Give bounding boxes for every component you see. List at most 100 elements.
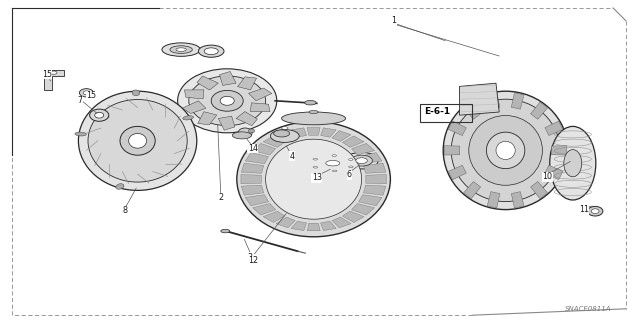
Ellipse shape [351, 155, 372, 166]
Polygon shape [241, 174, 261, 184]
Polygon shape [545, 121, 563, 136]
Polygon shape [291, 221, 307, 231]
Ellipse shape [88, 100, 188, 182]
Polygon shape [351, 204, 374, 215]
Ellipse shape [356, 158, 367, 164]
Polygon shape [321, 221, 336, 231]
Ellipse shape [282, 127, 288, 129]
Ellipse shape [183, 116, 193, 120]
Ellipse shape [132, 90, 140, 96]
Ellipse shape [204, 48, 218, 54]
Polygon shape [487, 93, 500, 109]
Polygon shape [552, 146, 567, 155]
Polygon shape [358, 195, 382, 206]
Ellipse shape [78, 91, 197, 190]
Text: 15: 15 [42, 70, 52, 79]
Polygon shape [253, 204, 276, 215]
Polygon shape [245, 195, 269, 206]
Ellipse shape [349, 166, 353, 168]
Ellipse shape [282, 112, 346, 125]
Ellipse shape [248, 129, 255, 133]
Polygon shape [358, 153, 382, 164]
Ellipse shape [116, 184, 124, 189]
Polygon shape [245, 153, 269, 164]
Polygon shape [241, 163, 264, 173]
Polygon shape [444, 146, 460, 155]
Polygon shape [342, 136, 364, 147]
Ellipse shape [305, 100, 316, 105]
Text: 11: 11 [579, 205, 589, 214]
Ellipse shape [162, 43, 200, 56]
Polygon shape [463, 102, 481, 119]
Ellipse shape [178, 69, 277, 133]
Polygon shape [342, 211, 364, 222]
Ellipse shape [307, 154, 358, 173]
Polygon shape [218, 116, 235, 130]
Polygon shape [276, 217, 295, 228]
Ellipse shape [266, 139, 362, 219]
Text: 7: 7 [77, 96, 83, 105]
Text: 6: 6 [347, 170, 352, 179]
Polygon shape [364, 185, 386, 195]
Ellipse shape [326, 160, 340, 166]
Ellipse shape [90, 109, 109, 121]
Polygon shape [448, 165, 467, 180]
Ellipse shape [309, 110, 318, 114]
Ellipse shape [444, 91, 568, 210]
Polygon shape [197, 76, 218, 90]
Polygon shape [511, 192, 524, 208]
Text: SNACE0811A: SNACE0811A [564, 306, 611, 312]
Ellipse shape [198, 45, 224, 57]
Ellipse shape [238, 128, 252, 138]
Polygon shape [448, 121, 467, 136]
Polygon shape [531, 181, 548, 199]
Ellipse shape [468, 116, 543, 185]
Ellipse shape [332, 170, 337, 172]
Ellipse shape [332, 155, 337, 156]
Ellipse shape [83, 91, 90, 95]
Ellipse shape [591, 209, 599, 214]
Ellipse shape [313, 158, 317, 160]
Polygon shape [291, 128, 307, 137]
Polygon shape [487, 192, 500, 208]
Polygon shape [241, 185, 264, 195]
Ellipse shape [211, 90, 243, 111]
Polygon shape [198, 112, 217, 125]
Ellipse shape [317, 157, 349, 169]
Ellipse shape [176, 48, 186, 51]
Ellipse shape [313, 166, 317, 168]
Polygon shape [220, 71, 236, 85]
Text: 12: 12 [248, 256, 258, 265]
Ellipse shape [564, 149, 582, 177]
Ellipse shape [271, 130, 300, 142]
Ellipse shape [75, 132, 86, 136]
Polygon shape [263, 136, 285, 147]
Polygon shape [44, 70, 64, 90]
Polygon shape [463, 181, 481, 199]
Ellipse shape [120, 126, 155, 155]
Ellipse shape [51, 71, 57, 74]
Polygon shape [460, 83, 499, 115]
Ellipse shape [170, 46, 192, 53]
Text: 4: 4 [289, 152, 294, 161]
Polygon shape [332, 131, 351, 141]
Polygon shape [237, 77, 257, 90]
Polygon shape [351, 143, 374, 155]
Polygon shape [545, 165, 563, 180]
Polygon shape [250, 103, 270, 112]
Polygon shape [332, 217, 351, 228]
Polygon shape [236, 112, 257, 126]
Polygon shape [248, 88, 272, 101]
Ellipse shape [189, 76, 266, 125]
Polygon shape [253, 143, 276, 155]
Ellipse shape [550, 126, 596, 200]
Polygon shape [364, 163, 386, 173]
Ellipse shape [129, 133, 147, 148]
Text: 10: 10 [542, 172, 552, 181]
Ellipse shape [345, 152, 378, 169]
Ellipse shape [79, 89, 93, 97]
Ellipse shape [237, 122, 390, 237]
Text: E-6-1: E-6-1 [424, 108, 450, 116]
Polygon shape [321, 128, 336, 137]
Ellipse shape [232, 132, 252, 139]
